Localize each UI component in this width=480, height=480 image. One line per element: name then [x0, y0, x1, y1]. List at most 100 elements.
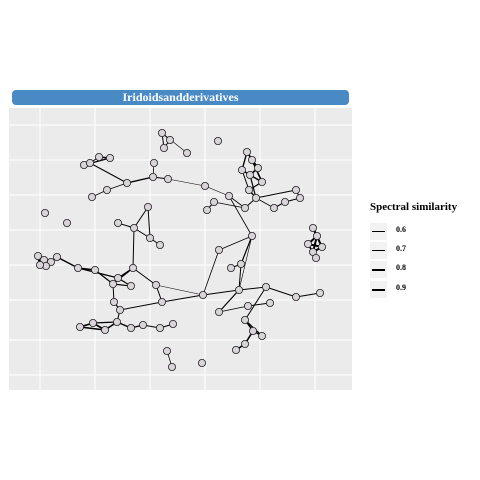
network-node	[257, 177, 266, 186]
network-node	[157, 297, 166, 306]
network-node	[224, 191, 233, 200]
network-node	[86, 158, 95, 167]
legend-line	[372, 250, 385, 251]
network-edge	[167, 178, 206, 187]
network-node	[138, 320, 147, 329]
network-node	[101, 325, 110, 334]
network-node	[143, 202, 152, 211]
network-edge	[228, 195, 253, 237]
network-edge	[265, 286, 297, 298]
network-edge	[204, 185, 230, 197]
network-edge	[238, 286, 267, 291]
network-node	[291, 185, 300, 194]
network-edge	[132, 227, 135, 269]
network-node	[248, 326, 257, 335]
legend: Spectral similarity 0.6 0.7 0.8 0.9	[370, 201, 475, 298]
network-edge	[218, 289, 240, 313]
network-edge	[161, 132, 188, 154]
network-node	[151, 280, 160, 289]
network-edge	[92, 321, 118, 324]
network-node	[244, 185, 253, 194]
network-edge	[119, 301, 163, 311]
legend-key	[370, 261, 387, 278]
network-edge	[202, 289, 240, 296]
network-node	[214, 307, 223, 316]
network-node	[114, 273, 123, 282]
network-edge	[89, 162, 128, 184]
network-node	[269, 203, 278, 212]
network-node	[240, 339, 249, 348]
legend-key	[370, 223, 387, 240]
network-node	[251, 193, 260, 202]
network-edge	[213, 201, 246, 209]
legend-line	[372, 289, 385, 292]
network-edge	[155, 284, 204, 296]
network-node	[236, 259, 245, 268]
network-node	[202, 205, 211, 214]
network-node	[159, 143, 168, 152]
network-node	[74, 263, 83, 272]
legend-key	[370, 242, 387, 259]
network-node	[103, 185, 112, 194]
network-node	[247, 231, 256, 240]
network-node	[308, 223, 317, 232]
chart-title: Iridoidsandderivatives	[122, 90, 239, 104]
network-node	[247, 155, 256, 164]
network-node	[168, 319, 177, 328]
network-node	[226, 263, 235, 272]
network-node	[162, 346, 171, 355]
network-node	[89, 318, 98, 327]
network-node	[240, 315, 249, 324]
network-node	[295, 193, 304, 202]
network-node	[237, 165, 246, 174]
network-node	[261, 282, 270, 291]
network-node	[41, 208, 50, 217]
network-edge	[77, 267, 119, 279]
network-node	[242, 147, 251, 156]
network-node	[127, 323, 136, 332]
network-edge	[240, 235, 253, 265]
network-node	[95, 152, 104, 161]
network-node	[110, 297, 119, 306]
network-edge	[218, 305, 249, 313]
network-node	[213, 136, 222, 145]
network-node	[317, 242, 326, 251]
grid-lines	[9, 108, 352, 390]
network-node	[198, 290, 207, 299]
network-node	[265, 298, 274, 307]
network-node	[148, 172, 157, 181]
network-node	[167, 362, 176, 371]
network-node	[245, 170, 254, 179]
legend-label: 0.7	[396, 244, 406, 253]
network-node	[149, 158, 158, 167]
network-edge	[133, 206, 149, 229]
network-node	[76, 322, 85, 331]
network-node	[197, 358, 206, 367]
network-node	[243, 301, 252, 310]
network-node	[113, 317, 122, 326]
network-edge	[295, 292, 321, 298]
legend-title: Spectral similarity	[370, 201, 458, 213]
network-node	[291, 292, 300, 301]
legend-label: 0.9	[396, 283, 406, 292]
network-node	[91, 265, 100, 274]
network-node	[234, 285, 243, 294]
network-edge	[244, 286, 267, 321]
network-node	[200, 181, 209, 190]
network-node	[163, 174, 172, 183]
network-node	[106, 153, 115, 162]
network-edge	[147, 206, 151, 239]
network-node	[53, 252, 62, 261]
network-node	[114, 218, 123, 227]
network-edge	[132, 267, 157, 286]
legend-line	[372, 269, 385, 271]
network-node	[128, 263, 137, 272]
legend-label: 0.8	[396, 263, 406, 272]
network-node	[315, 288, 324, 297]
network-node	[34, 251, 43, 260]
network-edge	[218, 235, 253, 251]
plot-panel	[9, 108, 352, 390]
network-node	[109, 279, 118, 288]
network-node	[157, 128, 166, 137]
network-edge	[79, 326, 106, 331]
